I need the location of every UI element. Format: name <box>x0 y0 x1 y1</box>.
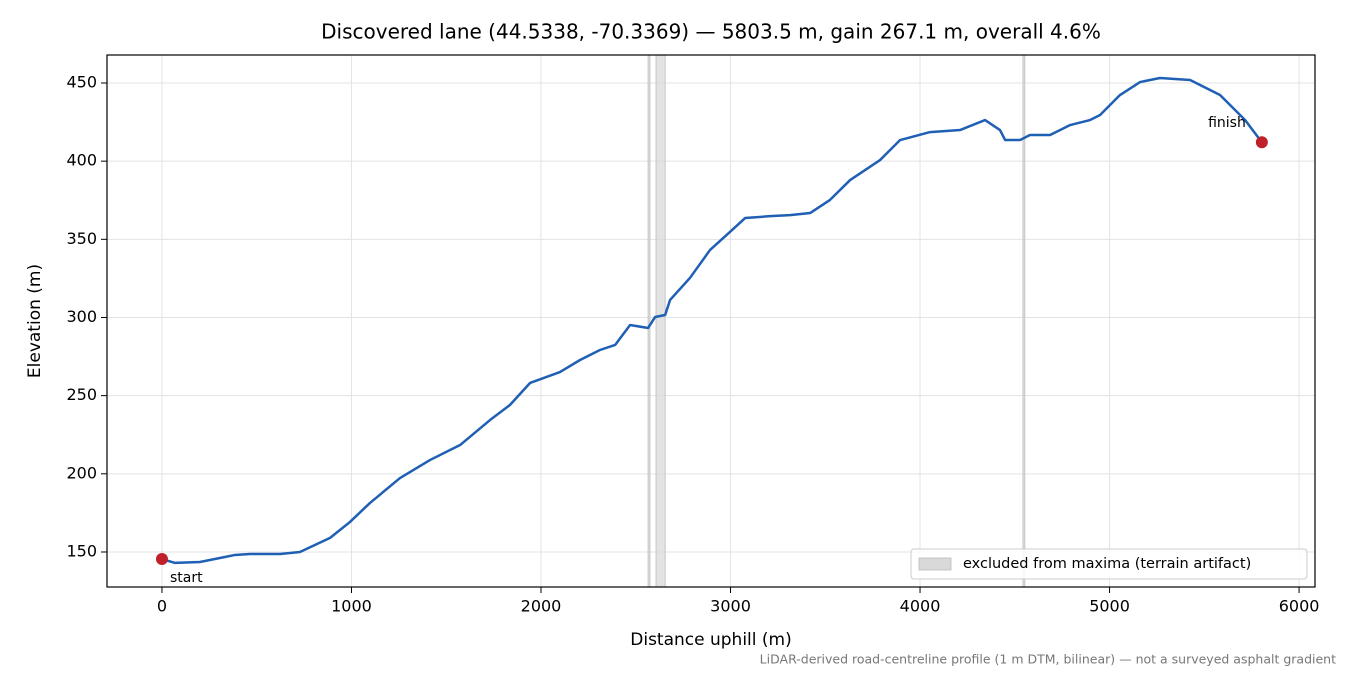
y-tick-label: 250 <box>66 385 97 404</box>
excluded-band <box>1022 54 1026 588</box>
legend-label: excluded from maxima (terrain artifact) <box>963 556 1251 572</box>
chart-title: Discovered lane (44.5338, -70.3369) — 58… <box>321 20 1101 44</box>
x-tick-label: 2000 <box>521 597 562 616</box>
y-tick-label: 450 <box>66 72 97 91</box>
excluded-band <box>655 54 666 588</box>
x-tick-label: 5000 <box>1089 597 1130 616</box>
legend-box <box>910 548 1308 580</box>
profile-line <box>161 76 1263 565</box>
y-axis-label: Elevation (m) <box>25 264 45 378</box>
x-tick-label: 6000 <box>1279 597 1320 616</box>
legend-swatch <box>918 557 952 571</box>
x-tick-label: 3000 <box>710 597 751 616</box>
endpoint-marker <box>155 553 168 566</box>
x-tick-label: 4000 <box>900 597 941 616</box>
footnote: LiDAR-derived road-centreline profile (1… <box>760 652 1336 667</box>
plot-frame <box>106 54 1316 588</box>
endpoint-label: start <box>170 570 203 586</box>
excluded-band <box>647 54 651 588</box>
x-tick-label: 0 <box>157 597 167 616</box>
y-tick-label: 400 <box>66 151 97 170</box>
endpoint-marker <box>1255 136 1268 149</box>
y-tick-label: 350 <box>66 229 97 248</box>
y-tick-label: 200 <box>66 463 97 482</box>
y-tick-label: 300 <box>66 307 97 326</box>
x-axis-label: Distance uphill (m) <box>630 630 791 650</box>
x-tick-label: 1000 <box>331 597 372 616</box>
endpoint-label: finish <box>1208 115 1246 131</box>
y-tick-label: 150 <box>66 541 97 560</box>
